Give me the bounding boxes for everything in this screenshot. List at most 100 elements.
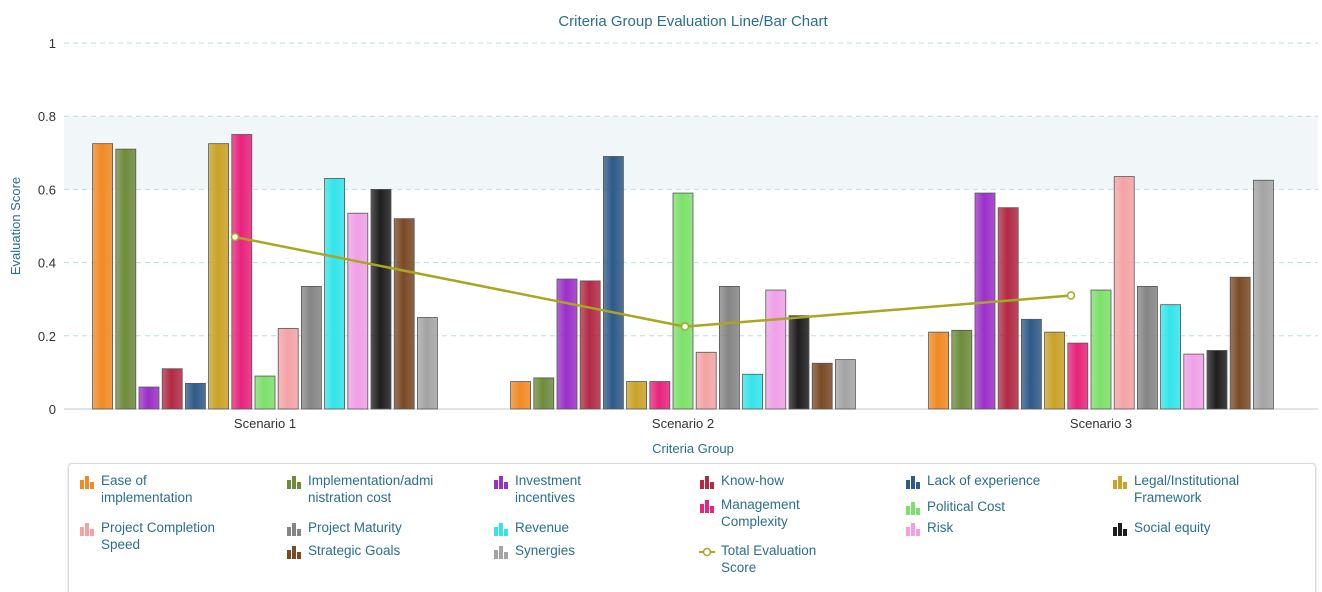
- legend-bar-icon: [700, 476, 714, 489]
- legend-item-synergies[interactable]: Synergies: [493, 542, 575, 559]
- bar-revenue-2[interactable]: [742, 373, 763, 410]
- bar-legal-institutional-framework-1[interactable]: [208, 143, 230, 410]
- legend-label: Lack of experience: [927, 473, 1041, 488]
- bar-social-equity-2[interactable]: [788, 315, 810, 410]
- legend-item-project-completionspeed[interactable]: Project Completion Speed: [79, 519, 215, 553]
- x-category-label: Scenario 2: [652, 416, 714, 431]
- bar-ease-of-implementation-2[interactable]: [510, 381, 532, 410]
- x-category-label: Scenario 1: [234, 416, 296, 431]
- bar-strategic-goals-2[interactable]: [811, 362, 833, 410]
- legend-label: Synergies: [515, 543, 576, 558]
- bar-investment-incentives-1[interactable]: [138, 386, 160, 410]
- legend-item-total-evaluationscore[interactable]: Total Evaluation Score: [699, 542, 816, 576]
- legend-item-legal-institutionalframework[interactable]: Legal/Institutional Framework: [1112, 472, 1239, 506]
- legend-item-know-how[interactable]: Know-how: [699, 472, 784, 489]
- bar-legal-institutional-framework-2[interactable]: [626, 381, 647, 410]
- legend-label: Investment incentives: [515, 473, 582, 505]
- bar-project-completion-speed-3[interactable]: [1113, 176, 1135, 410]
- bar-management-complexity-2[interactable]: [649, 381, 671, 410]
- legend-item-lack-of-experience[interactable]: Lack of experience: [905, 472, 1040, 489]
- legend-label: Management Complexity: [721, 497, 800, 529]
- bar-know-how-3[interactable]: [997, 207, 1019, 410]
- bar-project-maturity-2[interactable]: [719, 285, 740, 410]
- bar-synergies-3[interactable]: [1253, 179, 1274, 410]
- bar-strategic-goals-1[interactable]: [393, 218, 415, 410]
- legend-label: Project Completion Speed: [101, 520, 216, 552]
- bar-political-cost-1[interactable]: [254, 375, 276, 410]
- legend-bar-icon: [287, 476, 301, 489]
- bar-know-how-1[interactable]: [161, 368, 183, 410]
- legend-label: Political Cost: [927, 499, 1006, 514]
- y-tick-label: 0.4: [38, 256, 56, 271]
- bar-legal-institutional-framework-3[interactable]: [1044, 331, 1065, 410]
- legend-item-strategic-goals[interactable]: Strategic Goals: [286, 542, 400, 559]
- bar-ease-of-implementation-1[interactable]: [92, 143, 113, 410]
- bar-implementation-administration-cost-2[interactable]: [533, 377, 555, 410]
- total-score-point-1[interactable]: [230, 232, 240, 242]
- y-tick-label: 1: [49, 36, 56, 51]
- bar-project-completion-speed-2[interactable]: [695, 351, 717, 410]
- bar-investment-incentives-2[interactable]: [556, 278, 578, 410]
- total-score-point-2[interactable]: [680, 322, 690, 331]
- bar-risk-1[interactable]: [347, 212, 369, 410]
- legend-item-political-cost[interactable]: Political Cost: [905, 498, 1005, 515]
- legend-item-social-equity[interactable]: Social equity: [1112, 519, 1211, 536]
- y-tick-label: 0.6: [38, 182, 56, 197]
- bars: [92, 134, 1274, 410]
- legend-item-revenue[interactable]: Revenue: [493, 519, 569, 536]
- bar-strategic-goals-3[interactable]: [1229, 276, 1251, 410]
- bar-know-how-2[interactable]: [579, 280, 601, 410]
- legend-bar-icon: [80, 476, 94, 489]
- legend-label: Project Maturity: [308, 520, 402, 535]
- legend-item-managementcomplexity[interactable]: Management Complexity: [699, 496, 800, 530]
- y-tick-label: 0.2: [38, 329, 56, 344]
- legend-bar-icon: [494, 523, 508, 536]
- bar-risk-2[interactable]: [765, 289, 787, 410]
- bar-revenue-1[interactable]: [324, 178, 346, 410]
- bar-lack-of-experience-3[interactable]: [1021, 318, 1042, 410]
- legend-bar-icon: [1113, 523, 1127, 536]
- bar-project-maturity-3[interactable]: [1137, 285, 1158, 410]
- legend-label: Total Evaluation Score: [721, 543, 817, 575]
- bar-political-cost-3[interactable]: [1090, 289, 1112, 410]
- bar-lack-of-experience-1[interactable]: [184, 382, 206, 410]
- bar-social-equity-1[interactable]: [370, 188, 392, 410]
- bar-synergies-2[interactable]: [835, 359, 856, 410]
- legend-bar-icon: [906, 502, 920, 515]
- legend-item-implementation-administration-cost[interactable]: Implementation/admi nistration cost: [286, 472, 433, 506]
- legend-label: Implementation/admi nistration cost: [308, 473, 434, 505]
- bar-implementation-administration-cost-3[interactable]: [951, 329, 973, 410]
- bar-risk-3[interactable]: [1183, 353, 1205, 410]
- y-axis-ticks: 0 0.2 0.4 0.6 0.8 1: [38, 36, 56, 417]
- legend: Ease of implementation Implementation/admi…: [68, 463, 1316, 592]
- legend-line-icon: [699, 547, 715, 557]
- legend-label: Ease of implementation: [101, 473, 193, 505]
- y-axis-title: Evaluation Score: [8, 177, 23, 275]
- bar-revenue-3[interactable]: [1160, 304, 1181, 410]
- bar-political-cost-2[interactable]: [672, 192, 694, 410]
- legend-item-investmentincentives[interactable]: Investment incentives: [493, 472, 581, 506]
- bar-social-equity-3[interactable]: [1206, 350, 1228, 410]
- legend-bar-icon: [700, 500, 714, 513]
- bar-management-complexity-3[interactable]: [1067, 342, 1089, 410]
- bar-ease-of-implementation-3[interactable]: [928, 331, 949, 410]
- legend-label: Legal/Institutional Framework: [1134, 473, 1240, 505]
- bar-implementation-administration-cost-1[interactable]: [115, 148, 137, 410]
- bar-synergies-1[interactable]: [416, 317, 438, 410]
- bar-management-complexity-1[interactable]: [231, 134, 253, 410]
- total-score-line: [230, 232, 1076, 331]
- bar-lack-of-experience-2[interactable]: [603, 156, 624, 410]
- legend-item-ease-ofimplementation[interactable]: Ease of implementation: [79, 472, 193, 506]
- bar-project-maturity-1[interactable]: [300, 285, 322, 410]
- total-score-point-3[interactable]: [1066, 291, 1076, 300]
- legend-item-project-maturity[interactable]: Project Maturity: [286, 519, 402, 536]
- bar-project-completion-speed-1[interactable]: [277, 328, 299, 410]
- chart: Criteria Group Evaluation Line/Bar Chart…: [8, 13, 1318, 456]
- y-tick-label: 0.8: [38, 109, 56, 124]
- legend-bar-icon: [80, 523, 94, 536]
- legend-label: Strategic Goals: [308, 543, 401, 558]
- legend-label: Revenue: [515, 520, 570, 535]
- legend-item-risk[interactable]: Risk: [905, 519, 953, 536]
- plot-band: [64, 116, 1318, 190]
- plot-background: [64, 116, 1318, 190]
